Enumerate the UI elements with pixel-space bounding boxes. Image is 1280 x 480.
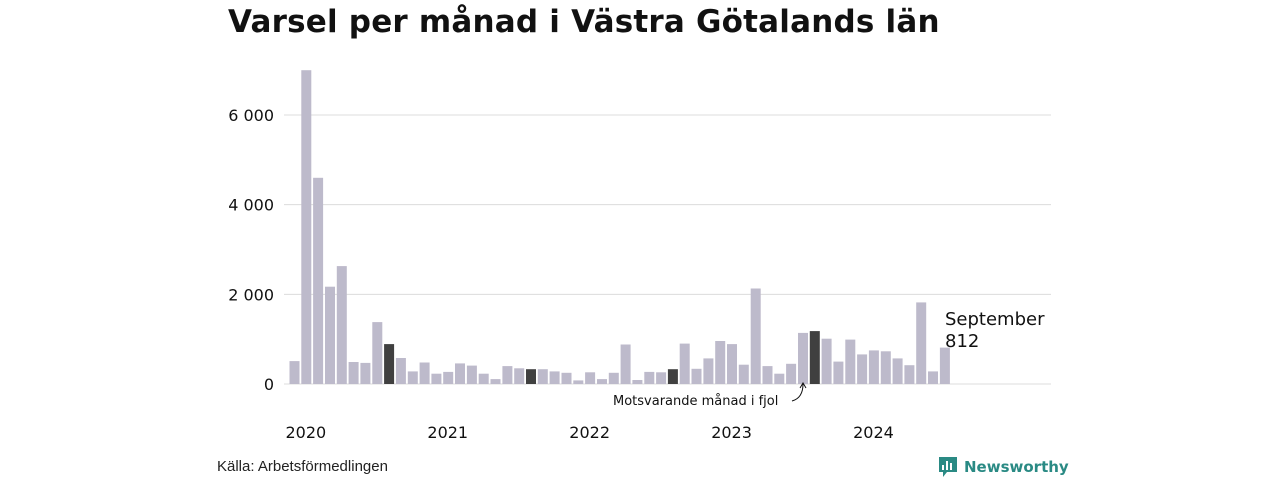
bar (845, 339, 856, 384)
comparison-arrow (791, 383, 804, 402)
bar (608, 372, 619, 384)
bar (348, 362, 359, 384)
bar (455, 363, 465, 384)
bar (443, 371, 454, 384)
source-note: Källa: Arbetsförmedlingen (217, 458, 388, 475)
y-tick-label: 2 000 (228, 285, 274, 304)
bar (526, 369, 536, 384)
comparison-arrow-head (799, 382, 807, 389)
bar (738, 364, 749, 384)
bar (679, 343, 690, 384)
bar (750, 288, 761, 384)
bar (431, 373, 442, 384)
bar (868, 350, 879, 384)
bar (384, 344, 395, 384)
y-tick-label: 6 000 (228, 106, 274, 125)
bar (656, 372, 667, 384)
bar (786, 363, 797, 384)
bar (573, 380, 584, 384)
bar (514, 368, 525, 384)
bar (620, 344, 631, 384)
bar (597, 379, 607, 384)
bar (549, 371, 560, 384)
bar (407, 371, 418, 384)
comparison-note: Motsvarande månad i fjol (613, 394, 778, 409)
bar (644, 371, 655, 384)
x-year-label: 2022 (569, 423, 610, 442)
bar (561, 372, 572, 384)
bar (727, 344, 737, 384)
chart-title: Varsel per månad i Västra Götalands län (228, 4, 940, 40)
bar (939, 347, 950, 384)
bar (691, 368, 702, 384)
current-month-label: September (945, 309, 1045, 330)
bar (360, 362, 371, 384)
bar (774, 373, 785, 384)
bar (667, 369, 678, 384)
bar (809, 331, 820, 384)
bar (715, 341, 726, 384)
bar (325, 286, 335, 384)
bar (892, 358, 903, 384)
bar (916, 302, 927, 384)
y-tick-label: 0 (264, 375, 274, 394)
bar (336, 266, 347, 384)
bar (478, 373, 489, 384)
bar (880, 351, 891, 384)
bar (490, 379, 501, 384)
bar (762, 366, 773, 384)
current-value-label: 812 (945, 331, 979, 352)
bar (372, 322, 383, 384)
bar (857, 354, 868, 384)
bar-chart-logo-icon (939, 457, 957, 477)
bar (904, 365, 915, 384)
bar (289, 361, 300, 384)
gridlines (284, 114, 1051, 385)
bar (466, 365, 477, 384)
bar (821, 338, 832, 384)
x-year-label: 2020 (286, 423, 327, 442)
brand-name: Newsworthy (964, 458, 1069, 476)
x-year-label: 2024 (853, 423, 894, 442)
bar (928, 371, 938, 384)
x-axis-year-labels: 2020 2021 2022 2023 2024 (286, 423, 894, 442)
bar (703, 358, 714, 384)
bar (419, 362, 430, 384)
bar (313, 177, 324, 384)
y-axis-ticks: 0 2 000 4 000 6 000 (228, 106, 274, 394)
x-year-label: 2023 (711, 423, 752, 442)
bar (798, 332, 808, 384)
bar (301, 70, 312, 384)
bar (833, 361, 844, 384)
brand-logo: Newsworthy (938, 456, 1069, 478)
x-year-label: 2021 (427, 423, 468, 442)
annotations: September 812 Motsvarande månad i fjol (613, 309, 1045, 409)
y-tick-label: 4 000 (228, 196, 274, 215)
bar (502, 366, 513, 384)
bars (289, 70, 950, 384)
bar (395, 358, 406, 384)
bar (632, 380, 643, 384)
bar (585, 372, 596, 384)
bar (537, 369, 548, 384)
